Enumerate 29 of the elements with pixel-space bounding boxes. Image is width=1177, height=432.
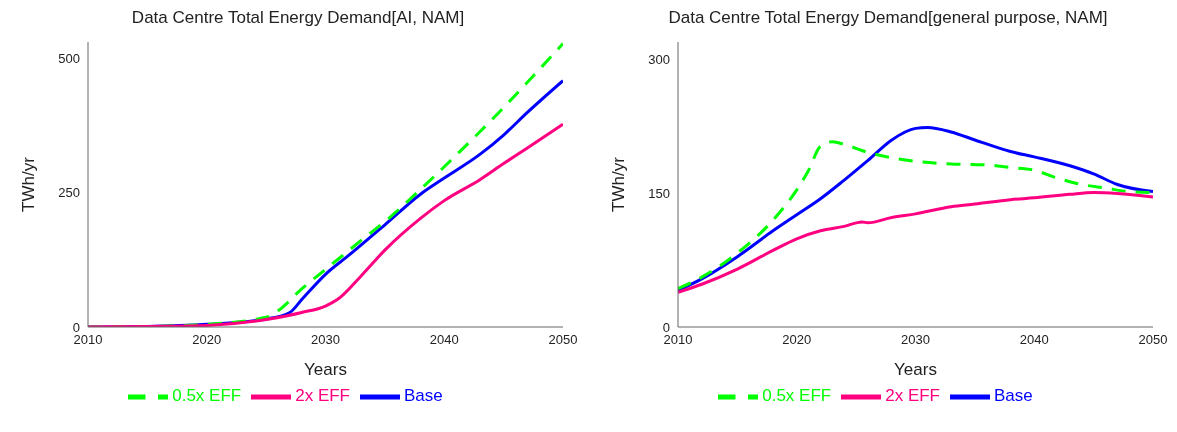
chart-title: Data Centre Total Energy Demand[AI, NAM] (130, 8, 466, 29)
x-axis-title: Years (894, 360, 937, 379)
legend-label: 2x EFF (295, 386, 350, 406)
x-tick-label: 2020 (782, 332, 812, 348)
x-tick-label: 2010 (73, 332, 103, 348)
legend-label: 2x EFF (885, 386, 940, 406)
y-tick-label: 0 (72, 319, 80, 335)
y-axis-title: TWh/yr (19, 156, 39, 212)
x-tick-label: 2050 (1138, 332, 1168, 348)
y-tick-label: 0 (662, 319, 670, 335)
chart-title: Data Centre Total Energy Demand[general purpose, NAM] (667, 8, 1109, 29)
y-tick-label: 500 (58, 50, 80, 66)
x-axis-title: Years (304, 360, 347, 379)
x-tick-label: 2010 (663, 332, 693, 348)
x-tick-label: 2040 (1019, 332, 1049, 348)
legend-label: 0.5x EFF (172, 386, 242, 406)
x-tick-label: 2040 (429, 332, 459, 348)
legend-label: Base (404, 386, 443, 406)
x-tick-label: 2050 (548, 332, 578, 348)
line-series (678, 191, 1153, 294)
legend-label: 0.5x EFF (762, 386, 832, 406)
y-tick-label: 150 (648, 186, 670, 202)
legend-label: Base (994, 386, 1033, 406)
x-tick-label: 2030 (311, 332, 340, 348)
y-tick-label: 250 (58, 185, 80, 201)
y-tick-label: 300 (648, 52, 670, 68)
y-axis-title: TWh/yr (609, 156, 629, 212)
x-tick-label: 2020 (192, 332, 222, 348)
x-tick-label: 2030 (901, 332, 930, 348)
